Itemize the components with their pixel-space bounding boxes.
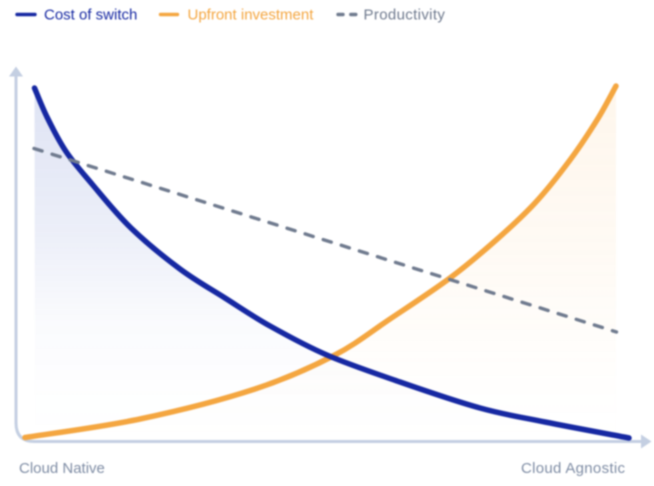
svg-text:Cost of switch: Cost of switch (44, 7, 137, 24)
svg-text:Cloud Agnostic: Cloud Agnostic (521, 460, 625, 477)
svg-text:Cloud Native: Cloud Native (19, 460, 105, 477)
svg-text:Upfront investment: Upfront investment (188, 7, 315, 24)
svg-text:Productivity: Productivity (364, 7, 446, 24)
